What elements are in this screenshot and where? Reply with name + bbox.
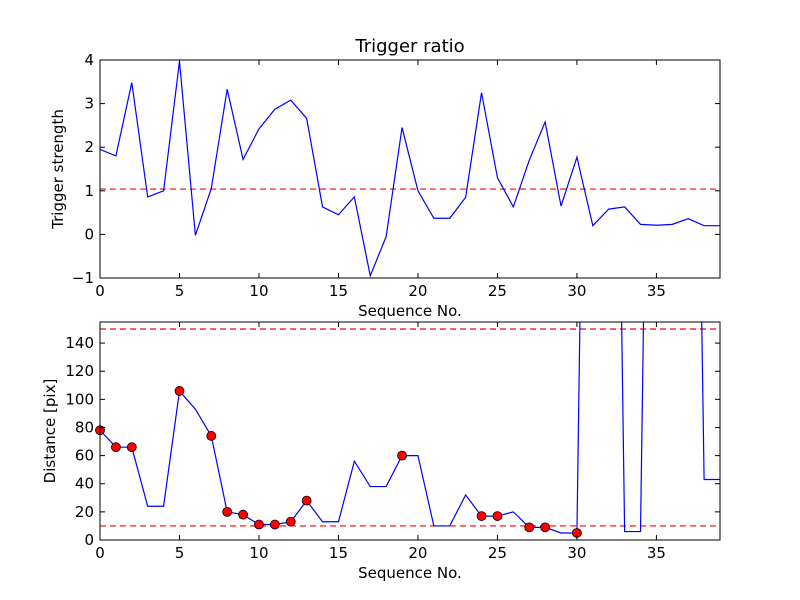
y-tick-label: 0 bbox=[84, 531, 94, 549]
x-tick-label: 30 bbox=[567, 544, 586, 562]
plot-area bbox=[100, 61, 720, 278]
y-tick-label: 40 bbox=[75, 475, 94, 493]
y-tick-label: 2 bbox=[84, 138, 94, 156]
x-axis-label: Sequence No. bbox=[358, 302, 462, 320]
axes-frame bbox=[99, 321, 721, 541]
x-tick-label: 20 bbox=[408, 544, 427, 562]
y-tick-label: 80 bbox=[75, 418, 94, 436]
x-tick-label: 0 bbox=[95, 282, 105, 300]
data-point-marker bbox=[540, 522, 551, 533]
data-point-marker bbox=[222, 506, 233, 517]
x-tick-label: 35 bbox=[647, 282, 666, 300]
data-point-marker bbox=[476, 511, 487, 521]
distance-chart: 0 5 10 15 20 25 30 35 0 20 40 60 80 100 120 140 Sequence… bbox=[41, 321, 721, 582]
data-point-marker bbox=[397, 450, 407, 461]
x-tick-label: 35 bbox=[647, 544, 666, 562]
data-point-marker bbox=[174, 386, 185, 396]
y-axis-label: Distance [pix] bbox=[41, 379, 59, 484]
axes-frame bbox=[99, 59, 721, 279]
x-tick-label: 30 bbox=[567, 282, 586, 300]
x-tick-label: 15 bbox=[329, 282, 348, 300]
data-point-marker bbox=[126, 442, 137, 453]
data-point-marker bbox=[492, 511, 503, 521]
series-line bbox=[100, 61, 720, 278]
x-tick-label: 5 bbox=[175, 544, 185, 562]
x-tick-label: 10 bbox=[249, 282, 268, 300]
y-tick-label: 60 bbox=[75, 447, 94, 465]
data-point-marker bbox=[285, 516, 296, 527]
x-tick-label: 10 bbox=[249, 544, 268, 562]
y-tick-label: 0 bbox=[84, 225, 94, 243]
y-tick-label: 140 bbox=[65, 334, 94, 352]
y-tick-label: 4 bbox=[84, 51, 94, 69]
y-tick-label: 100 bbox=[65, 390, 94, 408]
x-tick-label: 20 bbox=[408, 282, 427, 300]
data-point-marker bbox=[254, 519, 264, 530]
y-tick-label: 20 bbox=[75, 503, 94, 521]
y-tick-label: 120 bbox=[65, 362, 94, 380]
plot-area bbox=[100, 322, 720, 534]
x-tick-label: 25 bbox=[488, 282, 507, 300]
x-tick-label: 25 bbox=[488, 544, 507, 562]
x-tick-label: 0 bbox=[95, 544, 105, 562]
series-line bbox=[100, 322, 720, 534]
y-axis-label: Trigger strength bbox=[49, 109, 67, 230]
chart-title: Trigger ratio bbox=[354, 36, 464, 57]
y-tick-label: 1 bbox=[84, 182, 94, 200]
x-axis-label: Sequence No. bbox=[358, 564, 462, 582]
y-tick-label: −1 bbox=[72, 269, 94, 287]
data-point-marker bbox=[238, 509, 248, 520]
data-point-marker bbox=[110, 442, 121, 453]
y-tick-label: 3 bbox=[84, 95, 94, 113]
x-tick-label: 15 bbox=[329, 544, 348, 562]
data-point-marker bbox=[524, 522, 535, 533]
x-tick-label: 5 bbox=[175, 282, 185, 300]
data-point-marker bbox=[269, 519, 280, 530]
data-point-marker bbox=[301, 495, 312, 506]
data-point-marker bbox=[206, 431, 217, 441]
